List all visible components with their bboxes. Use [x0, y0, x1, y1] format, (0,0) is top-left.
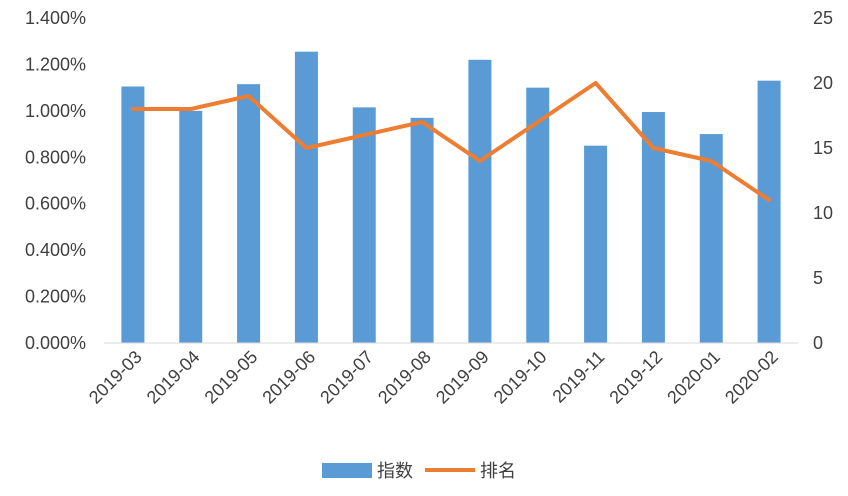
x-tick-label: 2019-05 [201, 347, 262, 408]
bar [468, 59, 492, 344]
legend-label-bar: 指数 [377, 461, 413, 482]
bar [121, 86, 145, 343]
x-tick-label: 2019-08 [374, 347, 435, 408]
left-tick-label: 1.400% [25, 8, 86, 28]
bar [641, 112, 665, 344]
right-tick-label: 10 [813, 203, 833, 223]
left-tick-label: 0.800% [25, 147, 86, 167]
x-tick-label: 2020-01 [663, 347, 724, 408]
x-tick-label: 2019-09 [432, 347, 493, 408]
bar [699, 134, 723, 343]
x-tick-label: 2019-03 [85, 347, 146, 408]
x-tick-label: 2019-06 [258, 347, 319, 408]
bar [526, 87, 550, 344]
left-tick-label: 0.200% [25, 287, 86, 307]
x-tick-label: 2019-12 [605, 347, 666, 408]
right-axis-ticks: 0 5 10 15 20 25 [813, 8, 833, 353]
right-tick-label: 15 [813, 138, 833, 158]
right-tick-label: 25 [813, 8, 833, 28]
bar [352, 107, 376, 343]
left-tick-label: 0.400% [25, 240, 86, 260]
bar [757, 80, 781, 343]
bar-series [121, 51, 781, 344]
x-tick-label: 2019-07 [316, 347, 377, 408]
line-series [130, 81, 772, 202]
x-tick-label: 2019-11 [548, 347, 608, 407]
left-axis-ticks: 0.000% 0.200% 0.400% 0.600% 0.800% 1.000% 1.20… [25, 8, 86, 353]
left-tick-label: 1.200% [25, 54, 86, 74]
rank-line [130, 81, 772, 202]
bar [584, 145, 608, 343]
bar [410, 117, 434, 343]
x-tick-label: 2019-04 [143, 347, 204, 408]
right-tick-label: 0 [813, 333, 823, 353]
legend-swatch-bar [322, 463, 372, 478]
bar [179, 110, 203, 343]
x-tick-label: 2020-02 [721, 347, 782, 408]
left-tick-label: 0.600% [25, 194, 86, 214]
x-axis-ticks: 2019-032019-042019-052019-062019-072019-… [85, 347, 782, 408]
right-tick-label: 5 [813, 268, 823, 288]
legend-label-line: 排名 [480, 461, 516, 482]
bar [237, 84, 261, 344]
bar [294, 51, 318, 344]
right-tick-label: 20 [813, 73, 833, 93]
legend: 指数 排名 [322, 461, 516, 482]
left-tick-label: 1.000% [25, 101, 86, 121]
x-tick-label: 2019-10 [490, 347, 551, 408]
left-tick-label: 0.000% [25, 333, 86, 353]
